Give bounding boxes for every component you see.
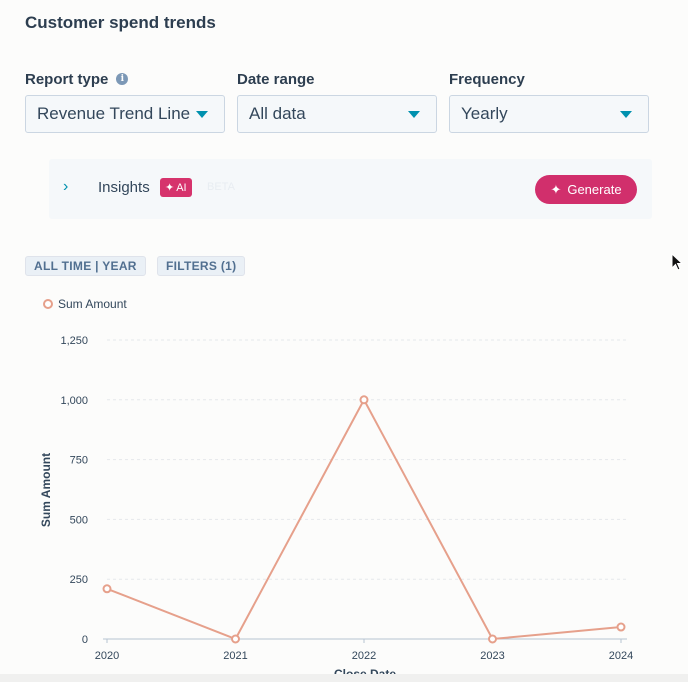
y-axis-title: Sum Amount [39,453,53,527]
y-tick-label: 500 [70,514,88,526]
legend-marker [43,299,53,309]
x-tick-label: 2021 [223,650,247,662]
x-tick-label: 2024 [609,650,633,662]
data-point [102,584,112,594]
series-line [106,397,622,641]
frequency-field: Frequency Yearly [449,70,649,133]
report-type-field: Report type i Revenue Trend Line [25,70,225,133]
frequency-select[interactable]: Yearly [449,95,649,133]
beta-label: BETA [207,181,235,193]
ai-badge-label: AI [176,181,187,194]
info-icon[interactable]: i [116,73,129,85]
time-chip-label: ALL TIME | YEAR [34,259,137,273]
y-tick-label: 1,000 [60,395,88,407]
chevron-right-icon[interactable]: › [63,178,69,195]
generate-button[interactable]: ✦ Generate [535,175,637,204]
sparkle-icon: ✦ [165,182,175,194]
chevron-down-icon [620,111,632,118]
legend-label: Sum Amount [58,297,127,311]
date-range-value: All data [249,104,306,123]
date-range-select[interactable]: All data [237,95,437,133]
page-title: Customer spend trends [25,13,216,32]
generate-button-label: Generate [567,182,622,197]
date-range-label: Date range [237,70,315,88]
insights-label[interactable]: Insights [98,179,150,196]
data-point [616,622,626,632]
chevron-down-icon [408,111,420,118]
filters-chip[interactable]: FILTERS (1) [157,256,246,276]
report-type-select[interactable]: Revenue Trend Line [25,95,225,133]
chevron-down-icon [196,111,208,118]
frequency-label-text: Frequency [449,70,525,88]
data-point [231,634,240,644]
date-range-label-text: Date range [237,70,315,88]
y-tick-label: 1,250 [60,335,88,347]
filters-chip-label: FILTERS (1) [166,259,237,273]
frequency-value: Yearly [461,104,508,123]
ai-badge: ✦ AI [160,178,192,197]
x-tick-label: 2023 [480,650,504,662]
bottom-edge [0,674,688,682]
sparkle-icon: ✦ [550,181,562,197]
data-point [488,634,497,644]
y-tick-label: 250 [70,574,88,586]
y-tick-label: 750 [70,455,88,467]
report-type-value: Revenue Trend Line [37,104,191,123]
time-chip[interactable]: ALL TIME | YEAR [25,256,146,276]
report-type-label-text: Report type [25,70,109,88]
mouse-cursor-icon [671,253,684,271]
insights-panel: › Insights ✦ AI BETA ✦ Generate [49,159,652,219]
frequency-label: Frequency [449,70,525,88]
chart-legend[interactable]: Sum Amount [43,297,127,311]
date-range-field: Date range All data [237,70,437,133]
data-point [359,395,369,405]
report-type-label: Report type i [25,70,129,88]
x-tick-label: 2020 [95,650,119,662]
y-tick-label: 0 [82,634,88,646]
x-tick-label: 2022 [352,650,376,662]
